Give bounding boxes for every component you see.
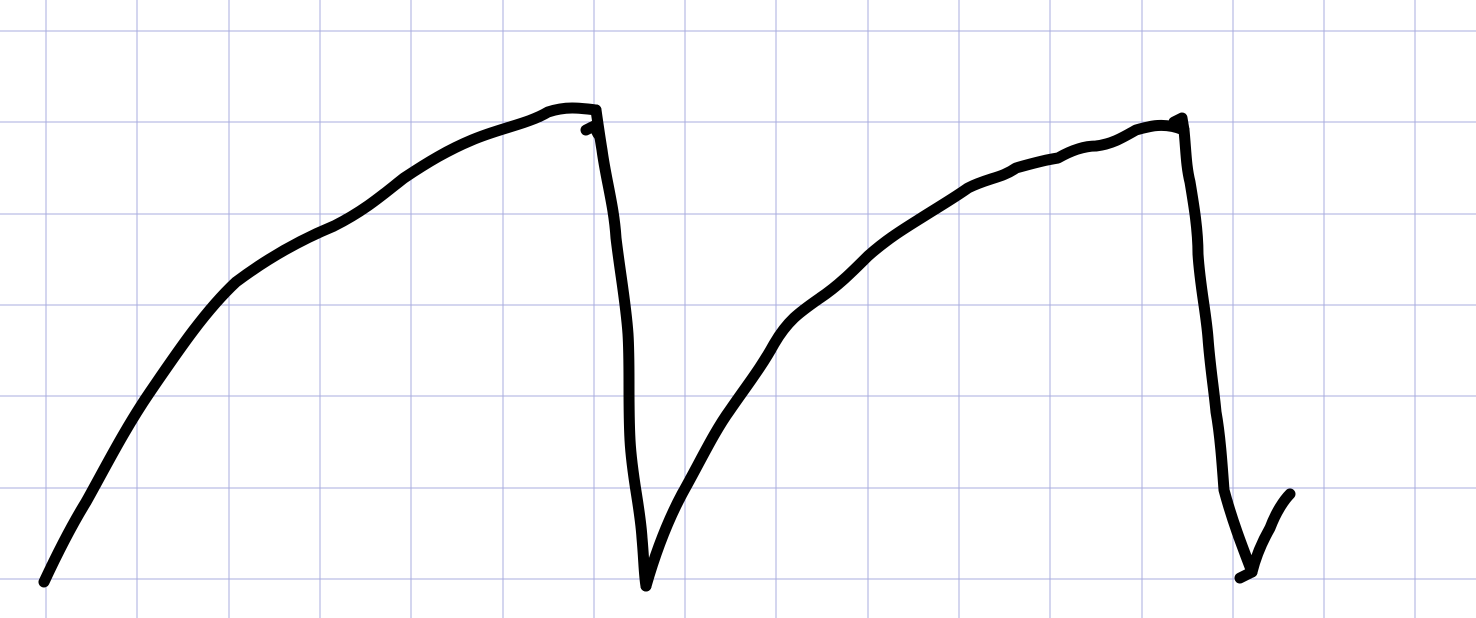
first-bottom-point: [580, 120, 604, 140]
first-falling-edge: [590, 104, 652, 592]
second-rising-curve: [640, 119, 1190, 592]
waveform-sketch: [38, 102, 1296, 592]
second-falling-edge: [1178, 124, 1258, 584]
second-rising-tail: [1246, 488, 1296, 578]
first-rising-curve: [38, 102, 602, 588]
